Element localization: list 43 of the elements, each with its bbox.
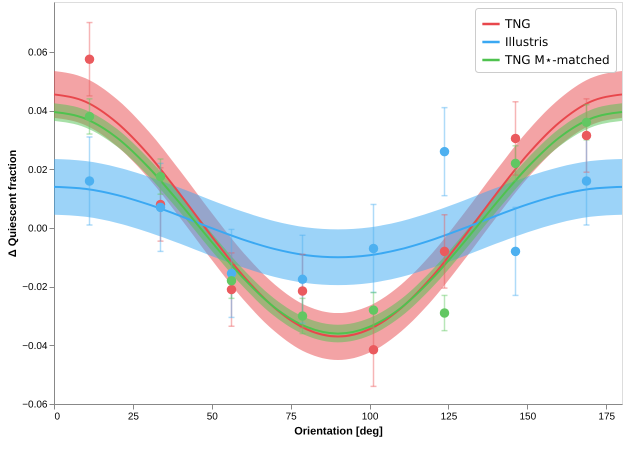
x-tick-label: 100	[362, 412, 379, 422]
point	[298, 286, 308, 296]
legend-label: TNG M⋆-matched	[504, 53, 610, 67]
legend-label: TNG	[504, 17, 531, 31]
y-tick-label: 0.02	[28, 164, 48, 176]
y-tick-label: 0.00	[28, 223, 48, 234]
point	[582, 118, 592, 128]
point	[510, 158, 520, 168]
y-axis-title: Δ Quiescent fraction	[7, 149, 20, 258]
x-tick-label: 0	[54, 412, 60, 422]
point	[226, 276, 236, 286]
point	[298, 311, 308, 321]
x-tick-label: 50	[206, 412, 218, 422]
line-series	[53, 186, 623, 258]
point	[368, 305, 378, 315]
y-tick-label: 0.04	[28, 106, 48, 118]
y-tick-label: −0.06	[22, 400, 48, 410]
x-tick-label: 125	[440, 412, 458, 422]
point	[156, 172, 166, 182]
point	[510, 246, 520, 256]
point	[84, 54, 94, 64]
point	[440, 308, 450, 318]
point	[84, 176, 94, 186]
legend-label: Illustris	[505, 35, 548, 49]
y-tick-label: 0.06	[28, 47, 48, 58]
point	[582, 176, 592, 186]
point	[510, 134, 520, 144]
x-tick-label: 175	[598, 412, 616, 422]
point	[156, 202, 166, 212]
point	[440, 246, 450, 256]
point	[368, 244, 378, 254]
point	[440, 146, 450, 156]
x-tick-label: 150	[519, 412, 537, 422]
point	[84, 112, 94, 122]
point	[582, 130, 592, 140]
y-tick-label: −0.02	[22, 282, 48, 294]
point	[226, 284, 236, 294]
x-tick-label: 25	[128, 412, 140, 422]
y-tick-label: −0.04	[22, 340, 48, 352]
x-tick-label: 75	[286, 412, 298, 422]
point	[298, 274, 308, 284]
x-axis-title: Orientation [deg]	[294, 426, 384, 438]
point	[368, 344, 378, 354]
